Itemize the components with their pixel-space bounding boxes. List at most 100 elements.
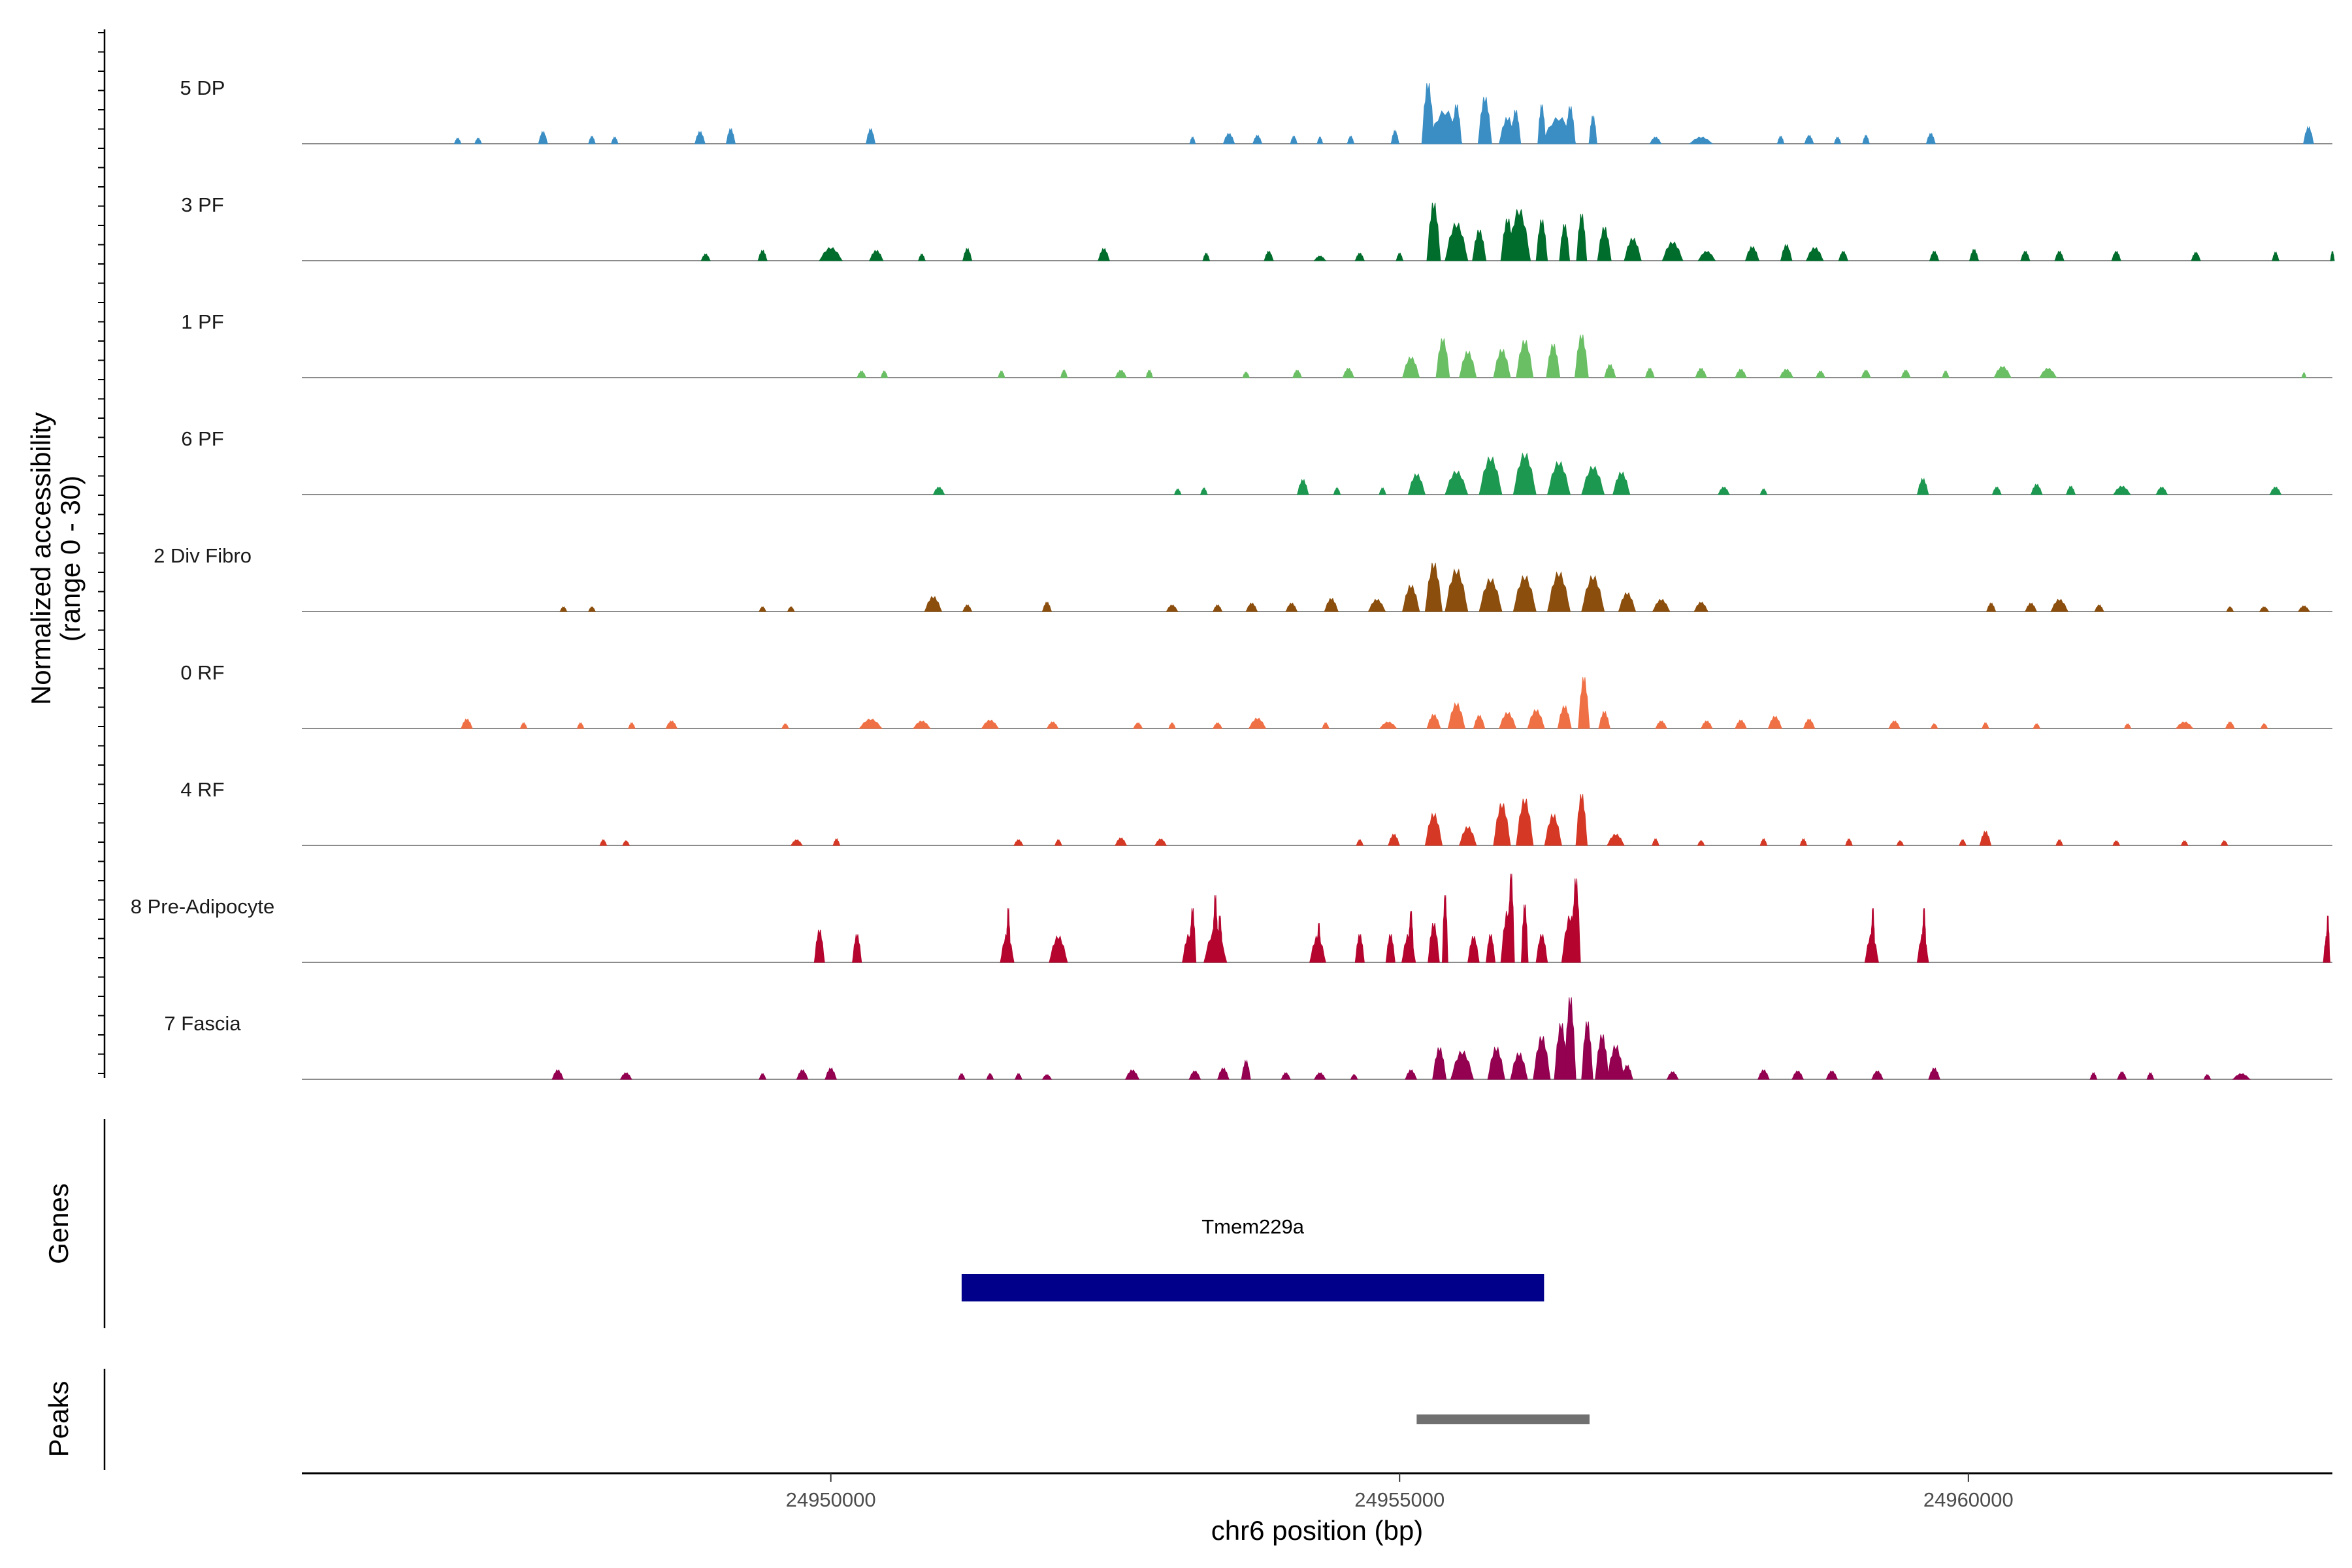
coverage-peak <box>665 720 678 729</box>
coverage-peak <box>1644 367 1656 378</box>
track-label: 5 DP <box>180 76 225 99</box>
coverage-peak <box>1132 722 1143 729</box>
genes-panel-title: Genes <box>43 1183 74 1264</box>
coverage-peak <box>2203 1074 2212 1080</box>
coverage-peak <box>2302 125 2314 144</box>
coverage-peak <box>813 929 825 963</box>
track-label: 0 RF <box>180 661 224 684</box>
gene-bar <box>961 1274 1544 1301</box>
coverage-peak <box>1168 722 1176 729</box>
coverage-peak <box>1478 456 1503 495</box>
coverage-peak <box>1693 601 1708 612</box>
coverage-peak <box>1447 702 1466 729</box>
coverage-peak <box>2260 723 2268 729</box>
coverage-peak <box>1520 904 1529 963</box>
track-6-pf: 6 PF <box>181 427 2332 495</box>
coverage-peak <box>2050 598 2069 612</box>
coverage-peak <box>1264 250 1274 261</box>
coverage-peak <box>1498 116 1517 144</box>
coverage-peak <box>757 250 768 261</box>
coverage-peak <box>2175 721 2194 729</box>
coverage-peak <box>1985 602 1997 612</box>
coverage-peak <box>1815 370 1826 378</box>
coverage-peak <box>2094 604 2104 612</box>
coverage-peak <box>1385 934 1396 963</box>
coverage-peak <box>1405 1069 1418 1080</box>
coverage-peak <box>1581 575 1605 612</box>
coverage-peak <box>917 253 926 261</box>
track-2-div-fibro: 2 Div Fibro <box>154 544 2332 612</box>
coverage-peak <box>2117 1071 2127 1080</box>
coverage-peak <box>1245 602 1258 612</box>
track-label: 4 RF <box>180 778 224 801</box>
coverage-peak <box>1202 252 1211 261</box>
coverage-peak <box>1507 209 1531 261</box>
x-tick-label: 24955000 <box>1354 1488 1445 1511</box>
coverage-peak <box>1407 911 1414 963</box>
coverage-peak <box>1791 1070 1805 1080</box>
coverage-peak <box>1350 1074 1358 1080</box>
coverage-peak <box>1991 486 2002 495</box>
coverage-peak <box>1767 715 1783 729</box>
coverage-peak <box>1115 837 1128 846</box>
coverage-peak <box>832 838 841 846</box>
track-label: 7 Fascia <box>164 1012 241 1035</box>
coverage-peak <box>868 250 884 261</box>
coverage-peak <box>1557 705 1572 729</box>
coverage-peak <box>1005 908 1011 963</box>
track-label: 2 Div Fibro <box>154 544 252 567</box>
coverage-peak <box>1845 838 1853 846</box>
coverage-peak <box>1054 839 1062 846</box>
coverage-peak <box>1354 934 1365 963</box>
coverage-peak <box>1441 895 1448 963</box>
coverage-peak <box>1535 220 1548 261</box>
coverage-peak <box>2038 367 2057 378</box>
coverage-peak <box>1925 133 1936 144</box>
coverage-peak <box>559 606 568 612</box>
coverage-peak <box>1516 340 1534 378</box>
coverage-peak <box>1477 97 1492 144</box>
coverage-peak <box>1804 135 1814 144</box>
coverage-peak <box>587 606 596 612</box>
coverage-peak <box>1959 839 1967 846</box>
coverage-peak <box>622 840 630 846</box>
coverage-peak <box>1217 915 1224 963</box>
coverage-peak <box>1252 135 1263 144</box>
coverage-peak <box>1347 135 1355 144</box>
coverage-peak <box>2269 486 2282 495</box>
coverage-peak <box>1618 592 1637 612</box>
coverage-peak <box>1607 1044 1625 1080</box>
coverage-peak <box>1188 1070 1201 1080</box>
track-group: 5 DP 3 PF 1 PF 6 PF 2 Div Fibro 0 RF 4 RF 8 Pre… <box>131 76 2335 1080</box>
coverage-peak <box>1546 344 1561 378</box>
coverage-peak <box>610 136 619 144</box>
coverage-peak <box>1217 1067 1230 1080</box>
coverage-peak <box>2220 840 2229 846</box>
coverage-peak <box>1578 677 1590 729</box>
coverage-peak <box>1290 135 1298 144</box>
coverage-peak <box>1445 568 1469 612</box>
coverage-peak <box>1838 250 1849 261</box>
coverage-peak <box>1472 229 1487 261</box>
coverage-peak <box>1516 798 1534 846</box>
coverage-peak <box>981 719 1000 729</box>
coverage-peak <box>1942 370 1950 378</box>
coverage-peak <box>1527 709 1545 729</box>
coverage-peak <box>1697 250 1716 261</box>
coverage-peak <box>1833 136 1842 144</box>
coverage-peak <box>1212 604 1223 612</box>
y-axis-title-line2: (range 0 - 30) <box>55 476 86 642</box>
coverage-peak <box>1512 575 1537 612</box>
coverage-peak <box>1313 1072 1327 1080</box>
coverage-peak <box>1222 133 1235 144</box>
track-label: 1 PF <box>181 310 223 333</box>
coverage-peak <box>2191 252 2201 261</box>
coverage-peak <box>1313 255 1327 261</box>
coverage-peak <box>1870 908 1876 963</box>
coverage-peak <box>1407 473 1426 495</box>
coverage-peak <box>1014 1073 1022 1080</box>
coverage-peak <box>1292 369 1303 378</box>
coverage-peak <box>1700 720 1713 729</box>
coverage-peak <box>1979 830 1992 846</box>
coverage-peak <box>1603 363 1616 378</box>
